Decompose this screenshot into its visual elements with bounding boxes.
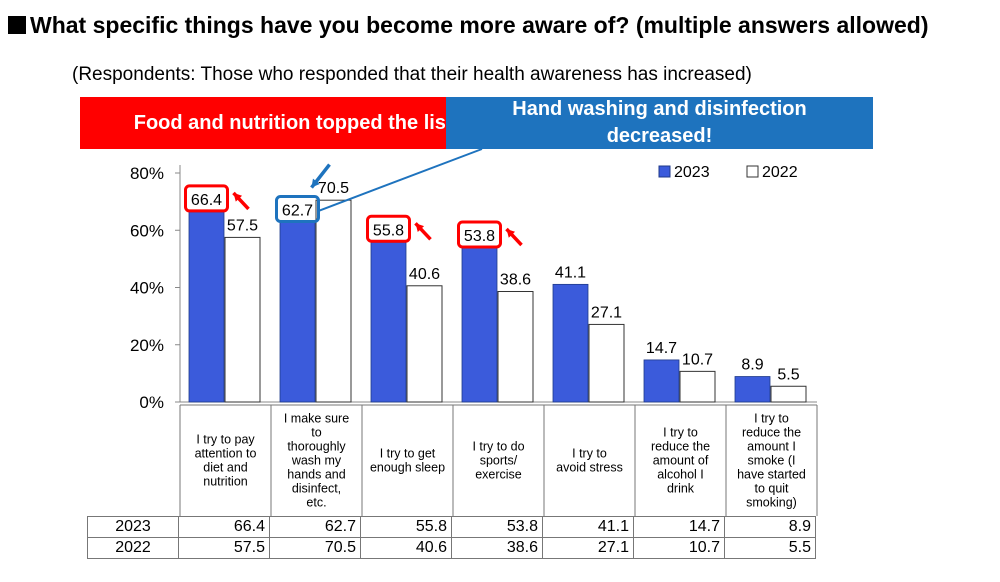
table-cell: 57.5 (178, 537, 270, 559)
subtitle: (Respondents: Those who responded that t… (72, 64, 752, 85)
table-cell: 38.6 (451, 537, 543, 559)
connector-line (319, 148, 483, 212)
data-label-2022: 27.1 (591, 304, 622, 321)
table-cell: 53.8 (451, 516, 543, 538)
table-cell: 55.8 (360, 516, 452, 538)
data-label-2022: 5.5 (777, 366, 799, 383)
square-bullet-icon (8, 16, 26, 34)
highlight-box (457, 220, 502, 249)
arrow-head-icon (506, 228, 516, 238)
data-label-2022: 38.6 (500, 272, 531, 289)
bar-2022 (770, 385, 807, 403)
legend-label-2022: 2022 (762, 164, 798, 181)
legend-swatch-2023 (658, 165, 671, 178)
arrow-head-icon (233, 192, 243, 202)
data-label-2023: 62.7 (282, 203, 313, 220)
bar-2022 (497, 291, 534, 403)
arrow-head-icon (311, 178, 320, 188)
bar-2023 (552, 283, 589, 403)
title-text: What specific things have you become mor… (30, 12, 929, 38)
arrow-head-icon (415, 223, 425, 232)
callout-hand-washing: Hand washing and disinfection decreased! (446, 97, 873, 149)
bar-2023 (279, 222, 316, 403)
category-label: I try to get enough sleep (370, 447, 445, 475)
table-cell: 10.7 (633, 537, 725, 559)
bar-2022 (315, 199, 352, 403)
table-cell: 27.1 (542, 537, 634, 559)
table-cell: 5.5 (724, 537, 816, 559)
highlight-box (366, 214, 411, 243)
legend-swatch-2022 (746, 165, 759, 178)
row-label: 2023 (87, 516, 179, 538)
highlight-box (275, 195, 320, 224)
table-cell: 66.4 (178, 516, 270, 538)
table-row: 2022 57.5 70.5 40.6 38.6 27.1 10.7 5.5 (87, 537, 816, 559)
page-title: What specific things have you become mor… (8, 12, 998, 39)
data-label-2022: 40.6 (409, 266, 440, 283)
row-label: 2022 (87, 537, 179, 559)
y-tick-label: 40% (130, 279, 164, 298)
data-label-2022: 70.5 (318, 180, 349, 197)
data-label-2023: 41.1 (555, 264, 586, 281)
bar-2022 (406, 285, 443, 403)
bar-2023 (734, 376, 771, 403)
data-label-2023: 55.8 (373, 222, 404, 239)
data-label-2023: 66.4 (191, 192, 222, 209)
data-label-2023: 8.9 (741, 357, 763, 374)
category-label: I try to avoid stress (556, 447, 623, 475)
highlight-box (184, 184, 229, 213)
data-label-2023: 14.7 (646, 340, 677, 357)
bar-2023 (461, 247, 498, 403)
category-label: I make sure to thoroughly wash my hands and d… (284, 412, 349, 510)
table-cell: 62.7 (269, 516, 361, 538)
y-tick-label: 60% (130, 221, 164, 240)
bar-2023 (370, 241, 407, 403)
bar-2023 (643, 359, 680, 403)
category-label: I try to pay attention to diet and nutritio… (195, 433, 257, 489)
table-cell: 70.5 (269, 537, 361, 559)
y-tick-label: 80% (130, 164, 164, 183)
table-cell: 8.9 (724, 516, 816, 538)
data-label-2023: 53.8 (464, 228, 495, 245)
callout-food-nutrition: Food and nutrition topped the list! (80, 97, 513, 149)
table-row: 2023 66.4 62.7 55.8 53.8 41.1 14.7 8.9 (87, 516, 816, 538)
data-table: 2023 66.4 62.7 55.8 53.8 41.1 14.7 8.9 2… (87, 516, 816, 559)
bar-2022 (588, 323, 625, 403)
table-cell: 41.1 (542, 516, 634, 538)
bar-2022 (224, 236, 261, 403)
data-label-2022: 10.7 (682, 351, 713, 368)
bar-2023 (188, 211, 225, 403)
table-cell: 40.6 (360, 537, 452, 559)
legend-label-2023: 2023 (674, 164, 710, 181)
category-label: I try to do sports/exercise (472, 440, 524, 482)
y-tick-label: 20% (130, 336, 164, 355)
data-label-2022: 57.5 (227, 217, 258, 234)
table-cell: 14.7 (633, 516, 725, 538)
y-tick-label: 0% (139, 393, 164, 412)
bar-2022 (679, 370, 716, 403)
